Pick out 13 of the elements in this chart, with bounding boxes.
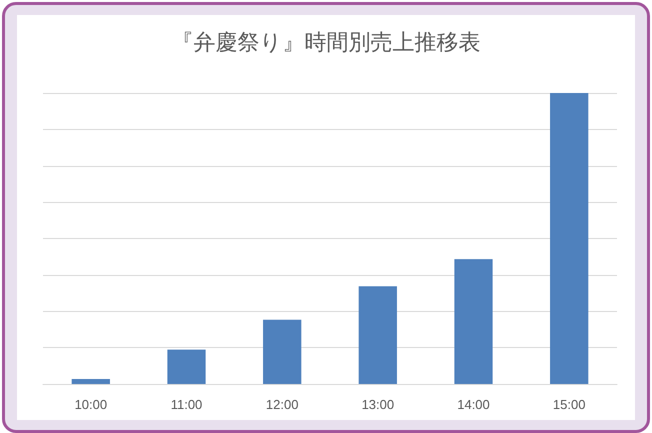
x-tick-label: 12:00 (266, 397, 298, 412)
bar (550, 93, 588, 384)
x-tick-label: 10:00 (74, 397, 108, 412)
bar (454, 259, 493, 384)
x-tick-label: 15:00 (552, 397, 586, 412)
bar (167, 350, 206, 384)
x-tick-label: 13:00 (362, 397, 394, 412)
x-tick-label: 14:00 (457, 397, 490, 412)
bar (263, 320, 302, 384)
bar (358, 286, 397, 384)
chart-title: 『弁慶祭り』時間別売上推移表 (172, 30, 480, 56)
x-tick-label: 11:00 (170, 397, 202, 412)
bar (72, 379, 110, 384)
